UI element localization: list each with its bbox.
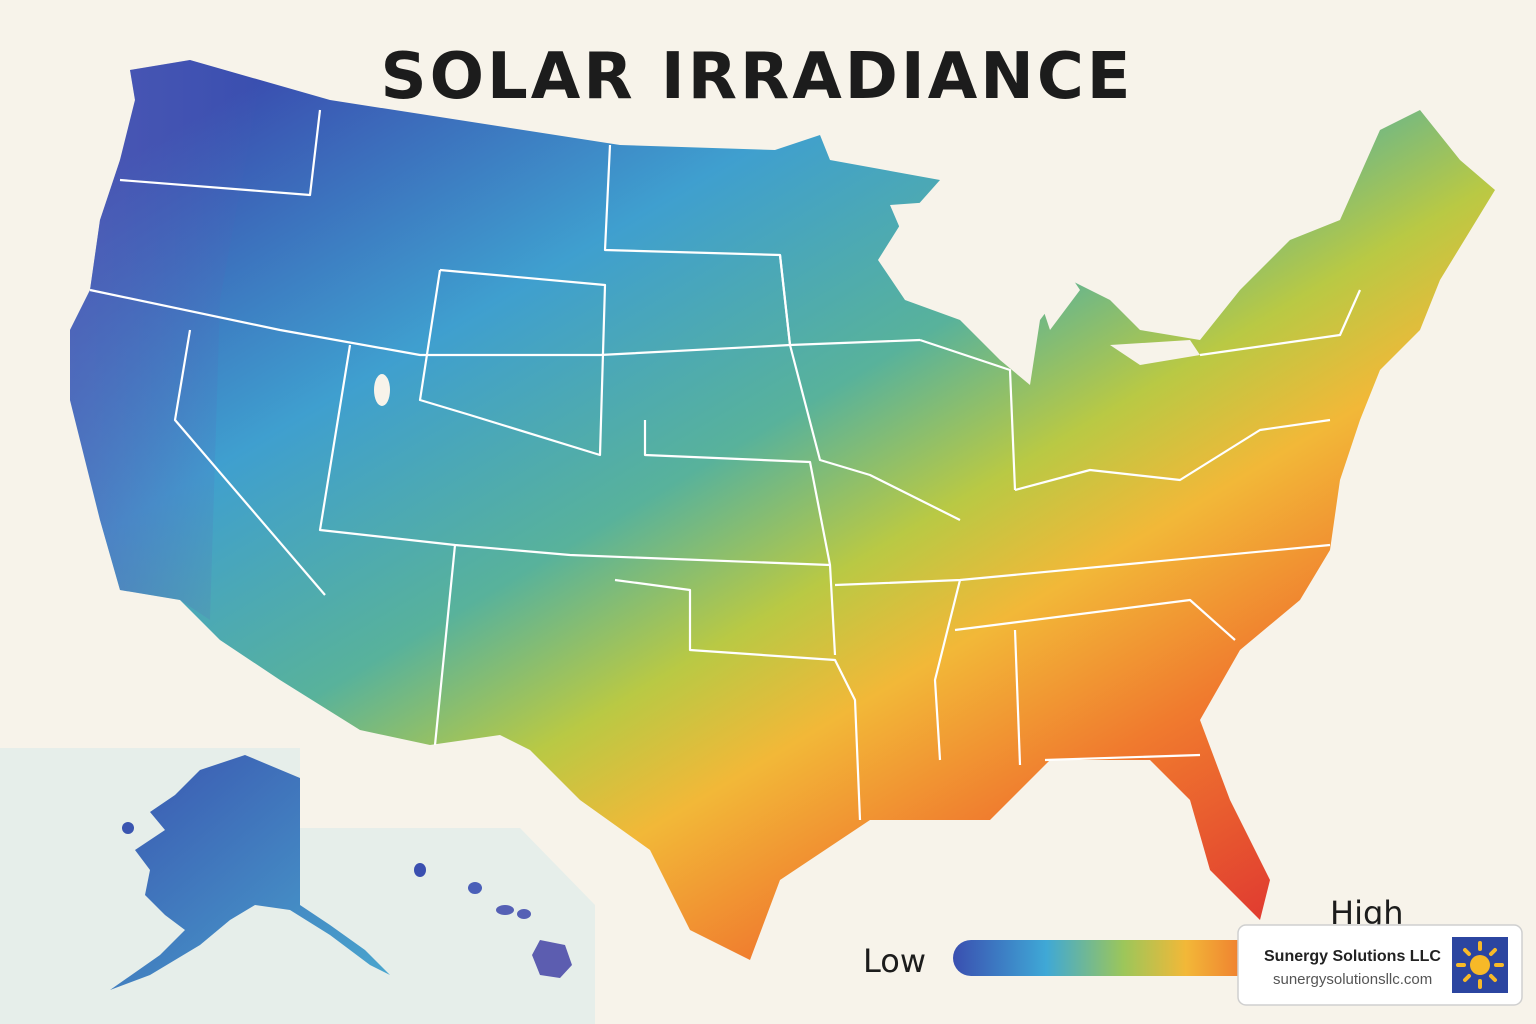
border xyxy=(433,544,457,746)
border xyxy=(89,288,921,357)
legend-low-label: Low xyxy=(863,942,926,980)
border xyxy=(1013,629,1022,766)
border xyxy=(418,268,607,457)
island xyxy=(414,863,426,877)
contiguous-us xyxy=(70,60,1495,960)
border xyxy=(954,598,1236,641)
company-name: Sunergy Solutions LLC xyxy=(1264,948,1441,965)
border xyxy=(919,338,1017,491)
salt-lake xyxy=(374,374,390,406)
border xyxy=(643,420,837,656)
border xyxy=(119,109,322,197)
border xyxy=(1044,753,1201,762)
legend-bar xyxy=(953,940,1263,976)
border xyxy=(1199,289,1362,357)
island xyxy=(496,905,514,915)
badge-box xyxy=(1237,924,1523,1006)
alaska xyxy=(110,755,390,990)
border xyxy=(1014,418,1331,492)
island xyxy=(532,940,572,978)
border xyxy=(614,578,862,821)
map-title: SOLAR IRRADIANCE xyxy=(381,40,1134,114)
company-badge: Sunergy Solutions LLC sunergysolutionsll… xyxy=(1237,924,1523,1006)
great-lakes xyxy=(890,200,1200,365)
island xyxy=(122,822,134,834)
border xyxy=(933,579,962,761)
island xyxy=(468,882,482,894)
logo-sun xyxy=(1470,955,1490,975)
logo-rays xyxy=(1456,941,1504,989)
island xyxy=(517,909,531,919)
state-borders xyxy=(89,109,1362,821)
inset-panel xyxy=(372,828,595,905)
shading xyxy=(70,60,260,620)
border xyxy=(778,254,961,521)
company-url: sunergysolutionsllc.com xyxy=(1273,971,1432,988)
border xyxy=(173,329,326,596)
